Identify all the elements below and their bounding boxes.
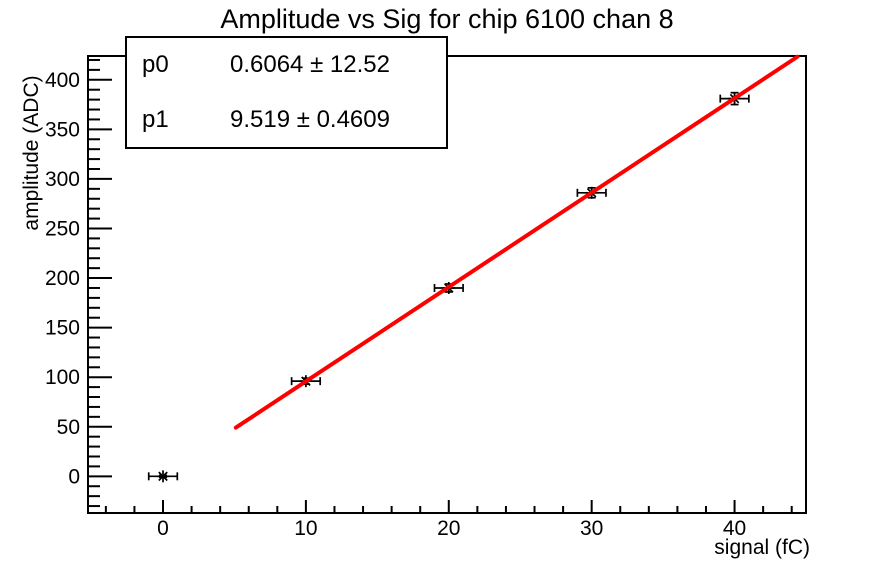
p1-value: 9.519 ± 0.4609 bbox=[230, 105, 390, 133]
marker-asterisk bbox=[158, 471, 168, 482]
y-tick-label: 150 bbox=[45, 317, 80, 340]
y-tick-label: 50 bbox=[57, 416, 80, 439]
p1-label: p1 bbox=[142, 105, 169, 133]
p0-value: 0.6064 ± 12.52 bbox=[230, 51, 390, 79]
fit-line bbox=[233, 54, 800, 430]
y-tick-label: 350 bbox=[45, 118, 80, 141]
x-tick-label: 40 bbox=[723, 517, 746, 540]
y-tick-label: 300 bbox=[45, 168, 80, 191]
y-tick-label: 0 bbox=[68, 465, 80, 488]
x-tick-label: 20 bbox=[437, 517, 460, 540]
x-tick-label: 10 bbox=[294, 517, 317, 540]
stats-row-p0: p0 0.6064 ± 12.52 bbox=[127, 38, 446, 93]
p0-label: p0 bbox=[142, 51, 169, 79]
y-tick-label: 400 bbox=[45, 69, 80, 92]
y-tick-label: 250 bbox=[45, 217, 80, 240]
y-tick-label: 200 bbox=[45, 267, 80, 290]
stats-row-p1: p1 9.519 ± 0.4609 bbox=[127, 93, 446, 148]
x-axis-title: signal (fC) bbox=[714, 536, 810, 559]
x-tick-label: 30 bbox=[580, 517, 603, 540]
y-tick-label: 100 bbox=[45, 366, 80, 389]
y-axis-title: amplitude (ADC) bbox=[20, 75, 43, 231]
fit-stats-box: p0 0.6064 ± 12.52 p1 9.519 ± 0.4609 bbox=[125, 36, 448, 149]
x-tick-label: 0 bbox=[157, 517, 169, 540]
chart-title: Amplitude vs Sig for chip 6100 chan 8 bbox=[220, 4, 674, 34]
